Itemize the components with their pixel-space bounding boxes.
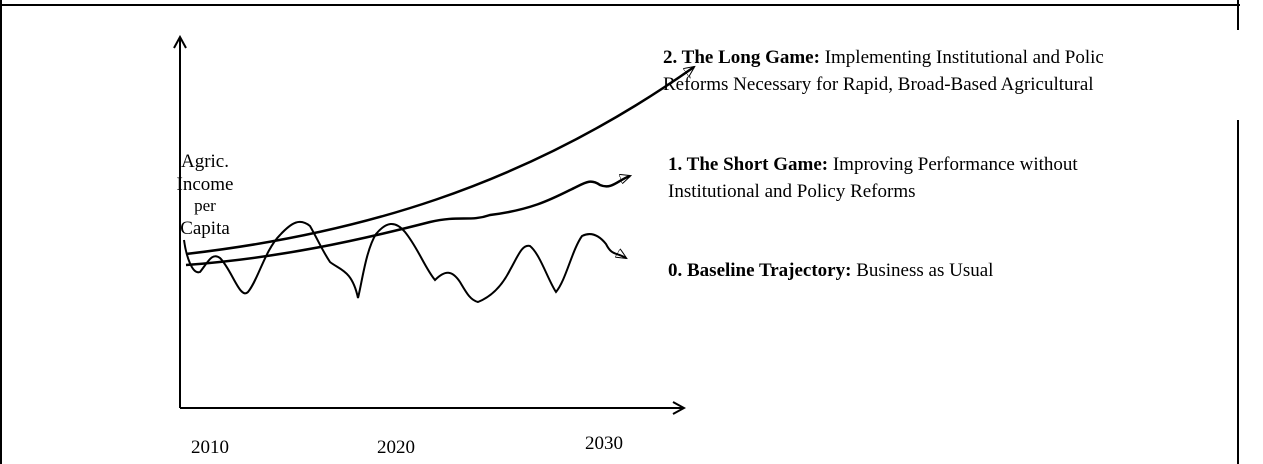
- baseline-curve: [183, 220, 626, 304]
- scenario-text: Implementing Institutional and Polic: [825, 47, 1104, 68]
- x-label: 2020: [377, 437, 415, 458]
- long-game-curve: [185, 67, 694, 256]
- scenario-label: 1. The Short Game:: [668, 154, 828, 175]
- scenario-text: Business as Usual: [856, 260, 993, 281]
- scenario-line: 0. Baseline Trajectory: Business as Usua…: [668, 260, 993, 281]
- y-axis-label: Capita: [180, 218, 230, 239]
- y-axis-label: Income: [177, 174, 234, 195]
- scenario-label: 0. Baseline Trajectory:: [668, 260, 851, 281]
- scenario-line: Institutional and Policy Reforms: [668, 181, 916, 202]
- short-game-curve: [185, 176, 630, 267]
- x-label: 2030: [585, 433, 623, 454]
- scenario-line: 1. The Short Game: Improving Performance…: [668, 154, 1078, 175]
- scenario-line: 2. The Long Game: Implementing Instituti…: [663, 47, 1104, 68]
- scenario-text: Improving Performance without: [833, 154, 1079, 175]
- x-label: 2010: [191, 437, 229, 458]
- scenario-line: Reforms Necessary for Rapid, Broad-Based…: [663, 74, 1094, 95]
- y-axis-label: per: [194, 196, 216, 215]
- y-axis-label: Agric.: [181, 151, 229, 172]
- scenario-label: 2. The Long Game:: [663, 47, 820, 68]
